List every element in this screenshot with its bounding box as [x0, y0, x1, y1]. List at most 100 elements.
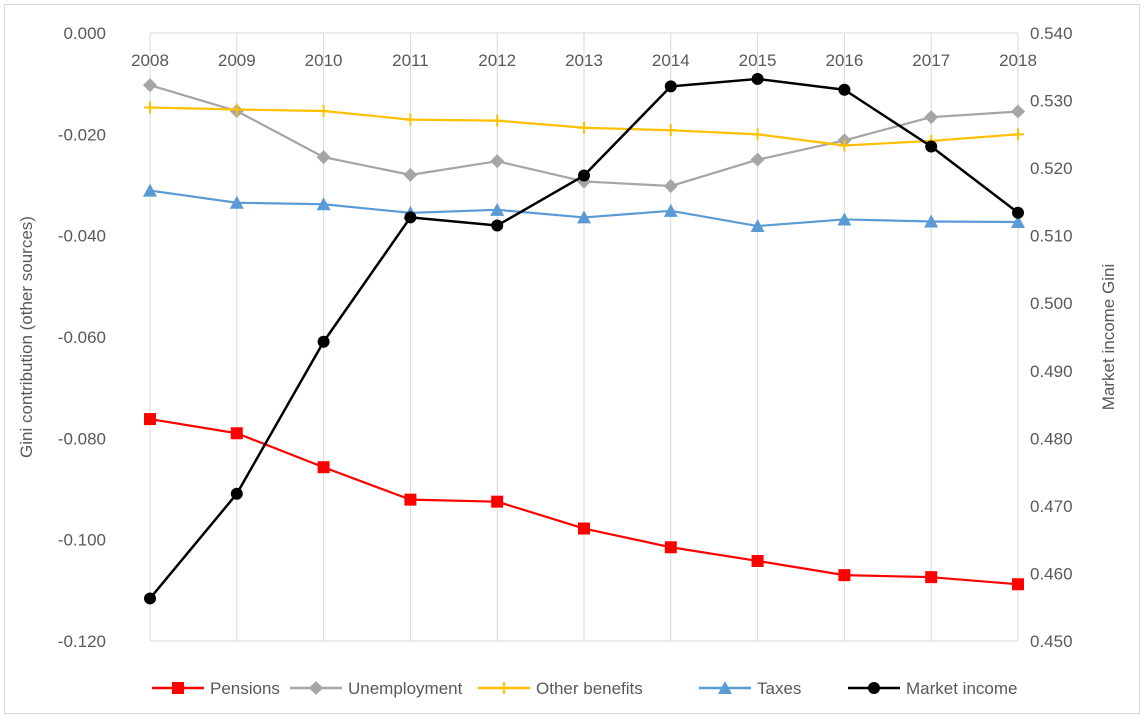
y-tick-label: 0.000	[63, 24, 106, 43]
point-pensions-2017	[925, 571, 938, 584]
point-pensions-2012	[491, 495, 504, 508]
y2-tick-label: 0.540	[1030, 24, 1073, 43]
point-taxes-2016	[837, 212, 852, 226]
point-unemployment-2018	[1011, 104, 1025, 119]
x-tick-label: 2008	[131, 51, 169, 70]
legend-marker-market-income	[868, 682, 880, 694]
point-pensions-2008	[144, 413, 156, 426]
y2-tick-label: 0.470	[1030, 497, 1073, 516]
point-taxes-2014	[663, 203, 678, 217]
point-market-income-2012	[491, 219, 504, 232]
point-unemployment-2014	[663, 179, 678, 194]
legend-item-pensions: Pensions	[152, 679, 280, 698]
legend-item-market-income: Market income	[848, 679, 1017, 698]
y2-tick-label: 0.480	[1030, 429, 1073, 448]
point-unemployment-2012	[490, 154, 505, 169]
point-market-income-2016	[838, 83, 851, 96]
y-axis-title: Gini contribution (other sources)	[17, 216, 36, 458]
point-pensions-2015	[751, 554, 764, 567]
point-other-benefits-2015	[751, 128, 764, 141]
point-market-income-2018	[1012, 206, 1024, 219]
legend-marker-pensions	[172, 682, 184, 694]
point-taxes-2009	[229, 195, 244, 209]
point-unemployment-2010	[316, 150, 331, 165]
x-tick-label: 2014	[652, 51, 690, 70]
series-layer	[143, 72, 1025, 605]
point-taxes-2008	[143, 183, 157, 197]
y2-tick-label: 0.520	[1030, 159, 1073, 178]
legend-label-taxes: Taxes	[757, 679, 801, 698]
x-tick-label: 2018	[999, 51, 1037, 70]
legend-label-other-benefits: Other benefits	[536, 679, 643, 698]
legend-item-taxes: Taxes	[699, 679, 801, 698]
point-pensions-2016	[838, 569, 851, 582]
point-other-benefits-2018	[1012, 128, 1024, 141]
point-other-benefits-2016	[838, 139, 851, 152]
series-pensions	[144, 413, 1024, 591]
point-market-income-2008	[144, 592, 156, 605]
x-tick-label: 2012	[478, 51, 516, 70]
point-other-benefits-2010	[317, 105, 330, 118]
point-unemployment-2017	[924, 110, 939, 125]
point-other-benefits-2009	[230, 103, 243, 116]
point-pensions-2009	[230, 427, 243, 440]
legend-label-unemployment: Unemployment	[348, 679, 463, 698]
point-pensions-2018	[1012, 578, 1024, 591]
point-market-income-2017	[925, 140, 938, 153]
point-taxes-2018	[1011, 214, 1025, 228]
point-taxes-2013	[577, 210, 591, 224]
x-tick-label: 2016	[825, 51, 863, 70]
y2-axis-title: Market income Gini	[1099, 264, 1118, 410]
point-other-benefits-2008	[144, 101, 156, 114]
point-market-income-2009	[230, 487, 243, 500]
x-tick-label: 2013	[565, 51, 603, 70]
point-market-income-2011	[404, 211, 417, 224]
y-tick-label: -0.060	[58, 328, 106, 347]
point-pensions-2010	[317, 461, 330, 474]
series-market-income	[144, 72, 1024, 605]
point-pensions-2011	[404, 493, 417, 506]
point-market-income-2014	[664, 80, 677, 93]
x-tick-label: 2010	[305, 51, 343, 70]
legend-marker-unemployment	[309, 681, 323, 695]
y-tick-label: -0.080	[58, 429, 106, 448]
x-tick-label: 2009	[218, 51, 256, 70]
point-other-benefits-2014	[664, 124, 677, 137]
y-tick-label: -0.120	[58, 632, 106, 651]
legend-marker-other-benefits	[498, 682, 510, 694]
point-market-income-2013	[578, 169, 590, 182]
legend-item-unemployment: Unemployment	[290, 679, 463, 698]
y2-tick-label: 0.460	[1030, 564, 1073, 583]
point-other-benefits-2011	[404, 113, 417, 126]
legend-label-market-income: Market income	[906, 679, 1017, 698]
x-tick-label: 2017	[912, 51, 950, 70]
point-market-income-2010	[317, 335, 330, 348]
point-unemployment-2011	[403, 167, 418, 182]
legend-item-other-benefits: Other benefits	[478, 679, 643, 698]
point-taxes-2012	[490, 202, 505, 216]
y2-tick-label: 0.530	[1030, 92, 1073, 111]
y2-tick-label: 0.490	[1030, 362, 1073, 381]
y2-tick-label: 0.510	[1030, 227, 1073, 246]
y2-tick-label: 0.500	[1030, 294, 1073, 313]
label-layer: 2008 2009 2010 2011 2012 2013 2014 2015 2016 2017…	[58, 24, 1073, 651]
point-other-benefits-2012	[491, 114, 504, 127]
point-taxes-2010	[316, 197, 331, 211]
point-other-benefits-2013	[578, 121, 590, 134]
x-tick-label: 2015	[739, 51, 777, 70]
legend-label-pensions: Pensions	[210, 679, 280, 698]
legend-marker-taxes	[718, 681, 732, 694]
point-unemployment-2015	[750, 152, 765, 167]
y2-tick-label: 0.450	[1030, 632, 1073, 651]
axis-layer	[150, 32, 1018, 642]
point-pensions-2014	[664, 541, 677, 554]
chart-frame	[4, 4, 1140, 714]
x-tick-label: 2011	[392, 51, 429, 70]
point-market-income-2015	[751, 72, 764, 85]
y-tick-label: -0.040	[58, 227, 106, 246]
point-taxes-2017	[924, 214, 939, 228]
point-unemployment-2008	[143, 78, 157, 93]
point-pensions-2013	[578, 522, 590, 535]
y-tick-label: -0.100	[58, 531, 106, 550]
